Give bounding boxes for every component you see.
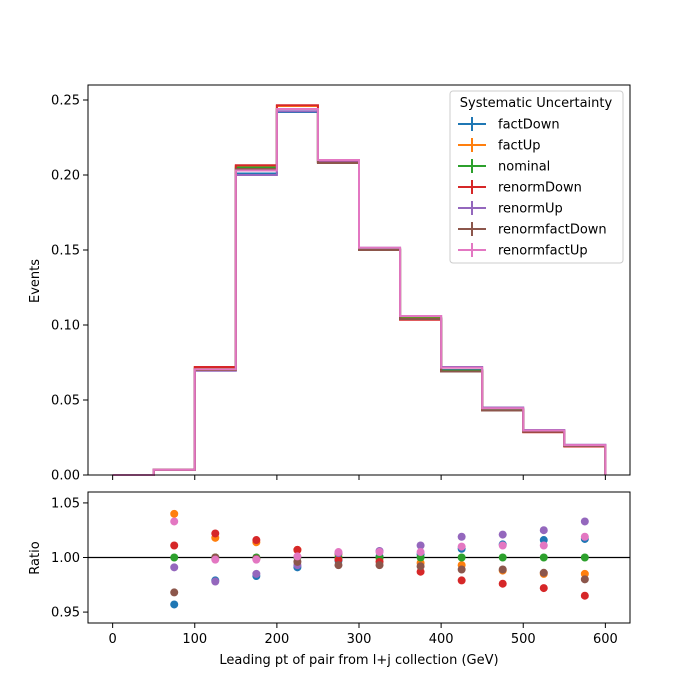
legend-label: renormUp xyxy=(498,202,563,217)
ratio-point xyxy=(293,552,302,561)
ratio-point xyxy=(170,509,179,518)
histogram-y-tick-label: 0.05 xyxy=(51,394,80,409)
histogram-plot-area xyxy=(112,104,607,476)
ratio-point xyxy=(252,569,261,578)
ratio-point xyxy=(170,600,179,609)
legend-item-factdown: factDown xyxy=(458,117,560,133)
ratio-point xyxy=(170,563,179,572)
ratio-y-axis-label: Ratio xyxy=(28,541,43,574)
x-tick-label: 500 xyxy=(511,632,536,647)
ratio-y-tick-label: 1.00 xyxy=(51,551,80,566)
ratio-point xyxy=(498,530,507,539)
histogram-y-tick-label: 0.00 xyxy=(51,469,80,484)
ratio-point xyxy=(334,561,343,570)
histogram-panel: 0.00 0.05 0.10 0.15 0.20 0.25 Events Systemat… xyxy=(28,84,631,484)
ratio-point xyxy=(539,541,548,550)
ratio-point xyxy=(498,565,507,574)
legend-title: Systematic Uncertainty xyxy=(460,96,613,111)
legend-label: nominal xyxy=(498,160,550,175)
ratio-point xyxy=(416,541,425,550)
ratio-point xyxy=(170,588,179,597)
ratio-point xyxy=(498,541,507,550)
x-tick-label: 300 xyxy=(347,632,372,647)
legend-item-renormup: renormUp xyxy=(458,201,563,217)
x-tick-label: 400 xyxy=(429,632,454,647)
legend: Systematic Uncertainty factDown factUp nom… xyxy=(449,90,624,264)
ratio-point xyxy=(457,576,466,585)
x-tick-label: 200 xyxy=(264,632,289,647)
ratio-point xyxy=(498,579,507,588)
ratio-point xyxy=(539,526,548,535)
histogram-series-renormfactup xyxy=(112,108,607,476)
ratio-point xyxy=(211,577,220,586)
ratio-point xyxy=(498,553,507,562)
ratio-point xyxy=(375,548,384,557)
histogram-frame xyxy=(87,84,631,476)
ratio-point xyxy=(457,542,466,551)
histogram-y-tick-label: 0.15 xyxy=(51,244,80,259)
legend-item-nominal: nominal xyxy=(458,159,550,175)
legend-item-renormfactdown: renormfactDown xyxy=(458,222,607,238)
ratio-series-renormdown xyxy=(170,529,589,600)
ratio-point xyxy=(252,536,261,545)
ratio-x-ticks: 0 100 200 300 400 500 600 xyxy=(108,623,618,647)
ratio-point xyxy=(375,561,384,570)
x-axis-label: Leading pt of pair from l+j collection (… xyxy=(219,653,498,668)
ratio-point xyxy=(252,555,261,564)
legend-label: renormDown xyxy=(498,181,582,196)
histogram-y-tick-label: 0.25 xyxy=(51,94,80,109)
ratio-point xyxy=(416,562,425,571)
legend-label: factDown xyxy=(498,118,560,133)
ratio-point xyxy=(416,548,425,557)
ratio-point xyxy=(170,553,179,562)
ratio-plot-area xyxy=(88,509,630,609)
legend-label: renormfactDown xyxy=(498,223,607,238)
legend-box xyxy=(449,90,624,264)
ratio-point xyxy=(457,565,466,574)
ratio-point xyxy=(457,532,466,541)
ratio-point xyxy=(539,584,548,593)
ratio-point xyxy=(170,541,179,550)
ratio-point xyxy=(211,529,220,538)
histogram-y-tick-label: 0.10 xyxy=(51,319,80,334)
histogram-x-ticks xyxy=(112,475,606,480)
legend-item-factup: factUp xyxy=(458,138,541,154)
ratio-point xyxy=(539,568,548,577)
ratio-point xyxy=(580,591,589,600)
histogram-y-tick-label: 0.20 xyxy=(51,169,80,184)
histogram-y-ticks: 0.00 0.05 0.10 0.15 0.20 0.25 xyxy=(51,94,88,484)
legend-item-renormfactup: renormfactUp xyxy=(458,243,588,259)
ratio-frame xyxy=(87,491,631,624)
ratio-y-ticks: 0.95 1.00 1.05 xyxy=(51,496,88,621)
x-tick-label: 600 xyxy=(593,632,618,647)
ratio-point xyxy=(580,532,589,541)
ratio-point xyxy=(293,545,302,554)
ratio-panel: 0.95 1.00 1.05 0 100 200 300 400 500 600 Ratio L… xyxy=(28,491,631,668)
ratio-series-renormfactup xyxy=(170,517,589,564)
ratio-y-tick-label: 0.95 xyxy=(51,606,80,621)
ratio-point xyxy=(580,575,589,584)
x-tick-label: 100 xyxy=(182,632,207,647)
legend-items: factDown factUp nominal renormDown renormUp r… xyxy=(458,117,607,259)
histogram-y-axis-label: Events xyxy=(28,259,43,303)
legend-label: factUp xyxy=(498,139,541,154)
legend-label: renormfactUp xyxy=(498,244,588,259)
legend-item-renormdown: renormDown xyxy=(458,180,582,196)
ratio-point xyxy=(334,548,343,557)
ratio-point xyxy=(580,517,589,526)
ratio-point xyxy=(580,553,589,562)
ratio-y-tick-label: 1.05 xyxy=(51,496,80,511)
ratio-point xyxy=(457,553,466,562)
x-tick-label: 0 xyxy=(108,632,116,647)
ratio-point xyxy=(211,555,220,564)
ratio-point xyxy=(539,553,548,562)
ratio-point xyxy=(170,517,179,526)
